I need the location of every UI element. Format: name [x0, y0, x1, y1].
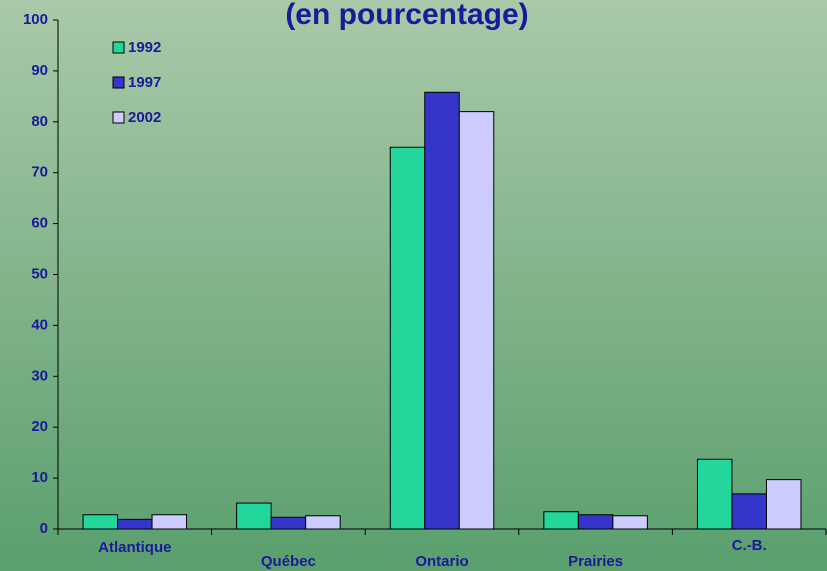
bar [458, 111, 495, 530]
x-tick-label: Prairies [568, 553, 623, 570]
y-tick-label: 70 [31, 164, 48, 181]
y-tick-label: 40 [31, 316, 48, 333]
x-tick-label: Québec [261, 553, 316, 570]
legend-label: 1997 [128, 74, 161, 91]
bar [696, 458, 733, 530]
bar [236, 502, 272, 530]
bar [577, 514, 614, 530]
bar [305, 515, 341, 530]
legend-swatch [112, 76, 125, 89]
bar [765, 479, 802, 530]
bar [424, 91, 460, 530]
y-tick-label: 90 [31, 62, 48, 79]
bar [389, 146, 426, 530]
x-tick-label: Ontario [415, 553, 468, 570]
y-tick-label: 60 [31, 215, 48, 232]
legend-swatch [112, 41, 125, 54]
legend-swatch [112, 111, 125, 124]
bar [151, 514, 188, 530]
legend-label: 2002 [128, 109, 161, 126]
y-tick-label: 50 [31, 265, 48, 282]
bar [543, 511, 579, 530]
y-tick-label: 100 [23, 11, 48, 28]
x-tick-label: C.-B. [732, 537, 767, 554]
bar [270, 516, 307, 530]
bar [82, 514, 119, 530]
y-tick-label: 30 [31, 367, 48, 384]
chart-title: (en pourcentage) [285, 0, 528, 31]
x-tick-label: Atlantique [98, 539, 171, 556]
bar [612, 515, 648, 530]
y-tick-label: 20 [31, 418, 48, 435]
bar [117, 518, 153, 530]
legend-label: 1992 [128, 39, 161, 56]
bar [731, 493, 767, 530]
y-tick-label: 0 [40, 520, 48, 537]
y-tick-label: 10 [31, 469, 48, 486]
y-tick-label: 80 [31, 113, 48, 130]
